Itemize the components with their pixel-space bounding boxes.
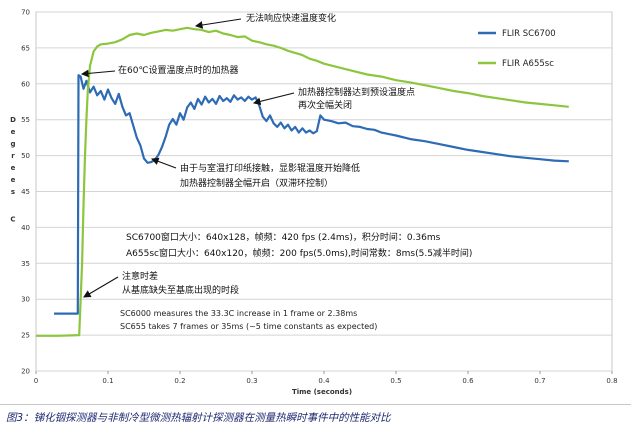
figure-caption: 图3：锑化铟探测器与非制冷型微测热辐射计探测器在测量热瞬时事件中的性能对比 (6, 412, 391, 424)
annotation-text: SC6000 measures the 33.3C increase in 1 … (120, 309, 357, 318)
arrows (80, 18, 295, 298)
y-title-char: D (10, 116, 16, 124)
legend-label: FLIR SC6700 (502, 29, 556, 39)
y-tick-label: 65 (21, 44, 30, 52)
y-tick-label: 55 (21, 116, 30, 124)
caption-divider (0, 404, 631, 405)
annotation-arrow (252, 92, 295, 106)
y-tick-label: 35 (21, 260, 30, 268)
y-title-char: g (10, 140, 15, 148)
annotations: 无法响应快速温度变化在60℃设置温度点时的加热器加热器控制器达到预设温度点再次全… (118, 12, 472, 331)
y-title-char: r (11, 152, 15, 160)
annotation-arrow (194, 18, 242, 29)
annotation-text: 从基底缺失至基底出现的时段 (122, 284, 239, 296)
x-tick-label: 0.3 (246, 377, 257, 385)
x-tick-label: 0.1 (102, 377, 113, 385)
y-title-char: C (10, 216, 15, 224)
y-title-char: e (11, 128, 16, 136)
x-tick-label: 0.2 (174, 377, 185, 385)
series-line-1 (36, 26, 569, 337)
annotation-text: 再次全幅关闭 (298, 99, 352, 111)
legend-label: FLIR A655sc (502, 59, 554, 69)
x-tick-label: 0.6 (462, 377, 474, 385)
annotation-arrow (83, 276, 119, 298)
annotation-text: 加热器控制器达到预设温度点 (298, 86, 415, 98)
y-tick-label: 20 (21, 368, 30, 376)
y-title-char: e (11, 164, 16, 172)
annotation-text: 加热器控制器全幅开启（双滞环控制） (180, 177, 333, 189)
annotation-text: 由于与室温打印纸接触，显影辊温度开始降低 (180, 162, 360, 174)
x-tick-label: 0.8 (606, 377, 617, 385)
x-tick-label: 0.7 (534, 377, 545, 385)
legend: FLIR SC6700 FLIR A655sc (478, 29, 556, 69)
y-tick-label: 60 (21, 80, 30, 88)
y-tick-label: 30 (21, 296, 30, 304)
y-title-char: s (11, 188, 15, 196)
line-chart: 0 0.1 0.2 0.3 0.4 0.5 0.6 0.7 0.8 20 25 30 35 40 45 50… (10, 9, 618, 397)
x-tick-label: 0.5 (390, 377, 401, 385)
x-tick-label: 0.4 (318, 377, 330, 385)
annotation-text: SC655 takes 7 frames or 35ms (~5 time co… (120, 322, 377, 331)
annotation-text: A655sc窗口大小：640x120，帧频：200 fps(5.0ms),时间常… (126, 247, 472, 259)
y-axis: 20 25 30 35 40 45 50 55 60 65 70 (21, 9, 30, 376)
y-tick-label: 45 (21, 188, 30, 196)
annotation-text: 在60℃设置温度点时的加热器 (118, 64, 239, 76)
x-axis-title: Time (seconds) (292, 388, 352, 396)
y-title-char: e (11, 176, 16, 184)
y-tick-label: 25 (21, 332, 30, 340)
annotation-arrow (150, 157, 177, 169)
annotation-arrow (80, 69, 116, 78)
x-axis: 0 0.1 0.2 0.3 0.4 0.5 0.6 0.7 0.8 (34, 371, 618, 385)
annotation-text: 无法响应快速温度变化 (246, 12, 336, 24)
series-line-0 (54, 74, 569, 315)
series-lines (36, 26, 569, 337)
x-tick-label: 0 (34, 377, 38, 385)
annotation-text: 注意时差 (122, 270, 158, 282)
annotation-text: SC6700窗口大小：640x128，帧频：420 fps (2.4ms)，积分… (126, 231, 441, 243)
y-tick-label: 70 (21, 9, 30, 17)
y-tick-label: 50 (21, 152, 30, 160)
y-tick-label: 40 (21, 224, 30, 232)
